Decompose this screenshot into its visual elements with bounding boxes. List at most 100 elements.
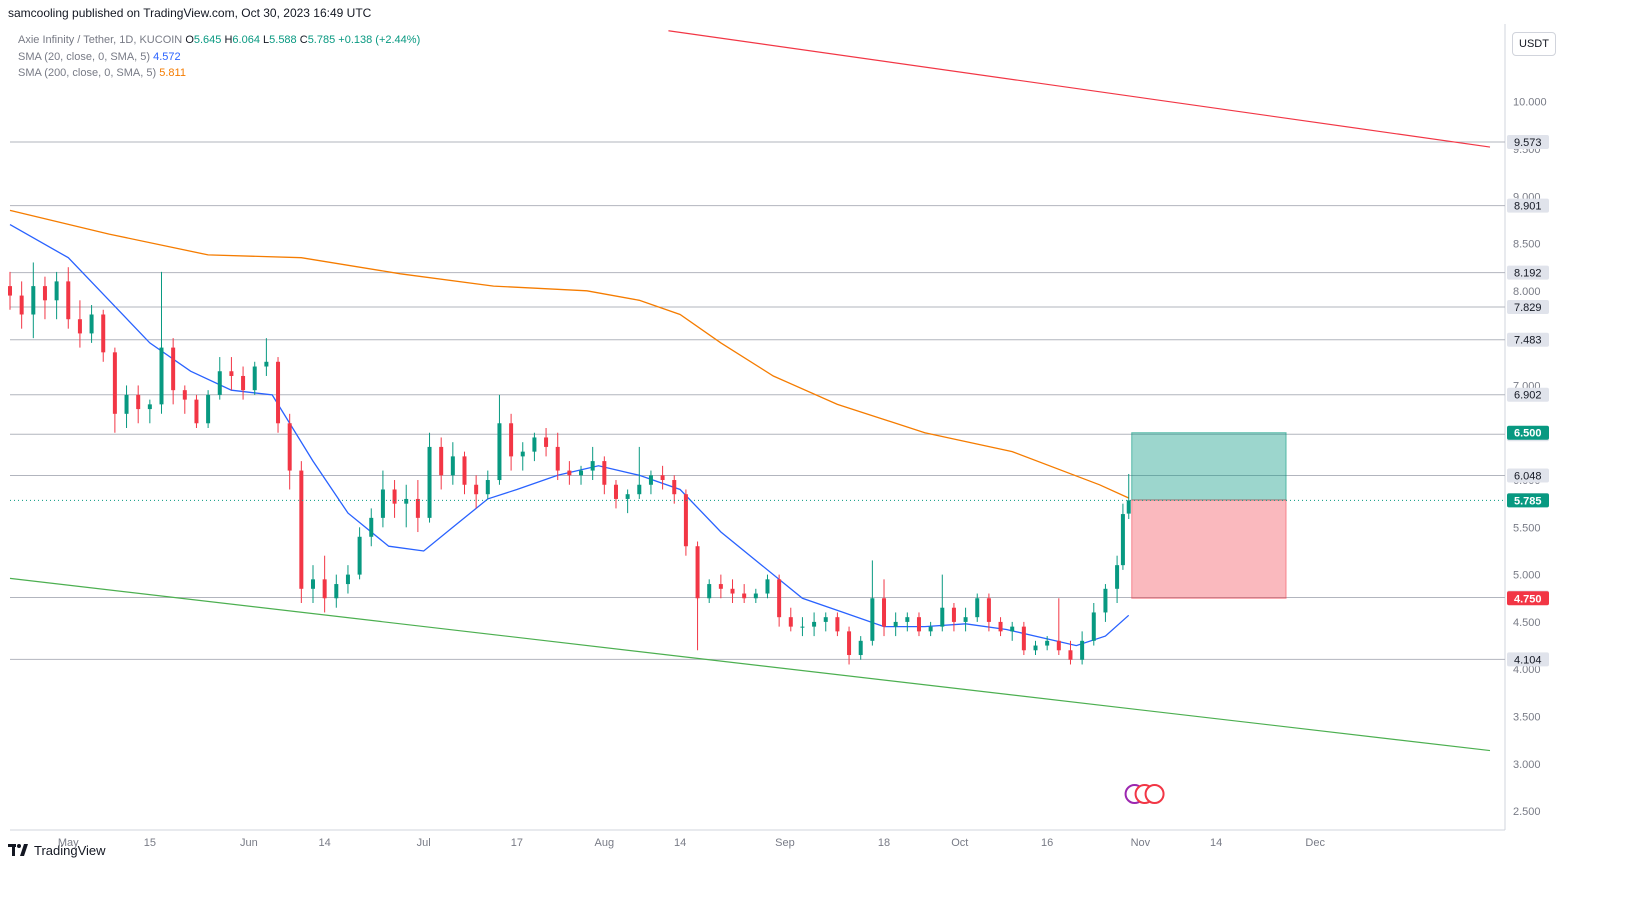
candle-body (42, 286, 47, 301)
y-tick-label: 2.500 (1513, 806, 1541, 818)
candle-body (124, 394, 129, 414)
flag-event-icon[interactable] (1144, 784, 1165, 804)
candle-body (462, 456, 467, 485)
x-tick-label: 14 (319, 837, 331, 849)
candle-body (322, 579, 327, 599)
candle-body (1080, 640, 1085, 660)
candle-body (660, 475, 665, 481)
candle-body (835, 617, 840, 632)
candle-body (858, 640, 863, 656)
candle-body (625, 494, 630, 499)
candle-body (159, 347, 164, 405)
candle-body (893, 621, 898, 627)
candle-body (136, 394, 141, 410)
position-target-zone[interactable] (1131, 432, 1287, 501)
level-badge-label: 7.483 (1514, 335, 1542, 347)
candle-body (334, 584, 339, 599)
y-tick-label: 10.000 (1513, 97, 1547, 109)
footer: TradingView (8, 840, 106, 860)
candle-body (8, 286, 12, 296)
candle-body (788, 617, 793, 627)
level-badge (1507, 300, 1549, 315)
candle-body (882, 598, 887, 627)
candle-body (485, 480, 490, 495)
tradingview-logo-icon[interactable] (8, 843, 28, 857)
candle-body (369, 517, 374, 537)
level-badge (1507, 332, 1549, 347)
candle-body (812, 621, 817, 627)
candle-body (1103, 588, 1108, 613)
x-tick-label: May (58, 837, 79, 849)
price-chart[interactable]: 2.5003.0003.5004.0004.5005.0005.5006.000… (0, 24, 1634, 870)
legend-main: Axie Infinity / Tether, 1D, KUCOIN O5.64… (18, 34, 420, 46)
candle-body (544, 437, 549, 447)
candle-body (707, 584, 712, 599)
candle-body (345, 574, 350, 585)
y-tick-label: 3.000 (1513, 759, 1541, 771)
candle-body (112, 352, 117, 414)
candle-body (1033, 645, 1038, 651)
candle-body (602, 461, 607, 485)
candle-body (1045, 640, 1050, 646)
level-badge (1507, 265, 1549, 280)
candle-body (718, 584, 723, 589)
candle-body (19, 295, 24, 315)
legend-sma20-value: 4.572 (153, 51, 181, 63)
x-tick-label: Jul (417, 837, 431, 849)
candle-body (1126, 500, 1131, 514)
resistance-trendline[interactable] (668, 30, 1491, 148)
publish-info: samcooling published on TradingView.com,… (8, 6, 372, 20)
sma20-line (9, 224, 1130, 647)
x-tick-label: 16 (1041, 837, 1053, 849)
legend-open: 5.645 (193, 34, 222, 46)
level-badge (1507, 468, 1549, 483)
candle-body (450, 456, 455, 476)
level-badge (1507, 387, 1549, 402)
candle-body (520, 451, 525, 457)
candle-body (299, 470, 304, 589)
x-tick-label: Dec (1305, 837, 1325, 849)
candle-body (637, 484, 642, 495)
candle-body (264, 361, 269, 367)
candle-body (1010, 626, 1015, 632)
price-badge-label: 4.750 (1514, 593, 1542, 605)
candle-body (823, 617, 828, 622)
support-trendline[interactable] (9, 577, 1491, 752)
candle-body (89, 314, 94, 334)
candle-body (1091, 612, 1096, 641)
y-tick-label: 8.500 (1513, 239, 1541, 251)
candle-body (147, 404, 152, 410)
y-tick-label: 5.000 (1513, 570, 1541, 582)
candle-body (672, 480, 677, 495)
candle-body (683, 494, 688, 547)
candle-body (613, 484, 618, 499)
legend-open-label: O (185, 34, 194, 46)
candle-body (905, 617, 910, 622)
candle-body (742, 593, 747, 599)
legend-low-label: L (263, 34, 270, 46)
level-badge-label: 8.192 (1514, 268, 1542, 280)
candle-body (940, 607, 945, 627)
candle-body (555, 446, 560, 471)
y-tick-label: 3.500 (1513, 711, 1541, 723)
currency-button[interactable]: USDT (1512, 32, 1556, 56)
x-tick-label: Oct (951, 837, 968, 849)
price-badge (1507, 425, 1549, 440)
legend-low: 5.588 (269, 34, 297, 46)
candle-body (439, 446, 444, 476)
legend-high: 6.064 (232, 34, 260, 46)
candle-body (1120, 514, 1125, 566)
x-tick-label: Nov (1131, 837, 1151, 849)
chart-frame[interactable]: 2.5003.0003.5004.0004.5005.0005.5006.000… (0, 24, 1634, 870)
candle-body (392, 489, 397, 504)
position-stop-zone[interactable] (1131, 499, 1287, 599)
level-badge-label: 8.901 (1514, 201, 1542, 213)
candle-body (54, 281, 59, 301)
candle-body (590, 461, 595, 471)
footer-brand: TradingView (34, 842, 106, 858)
candle-body (975, 598, 980, 618)
candle-body (777, 579, 782, 618)
candle-body (1068, 650, 1073, 660)
legend-sma20-label: SMA (20, close, 0, SMA, 5) (18, 51, 151, 63)
x-tick-label: Sep (775, 837, 795, 849)
